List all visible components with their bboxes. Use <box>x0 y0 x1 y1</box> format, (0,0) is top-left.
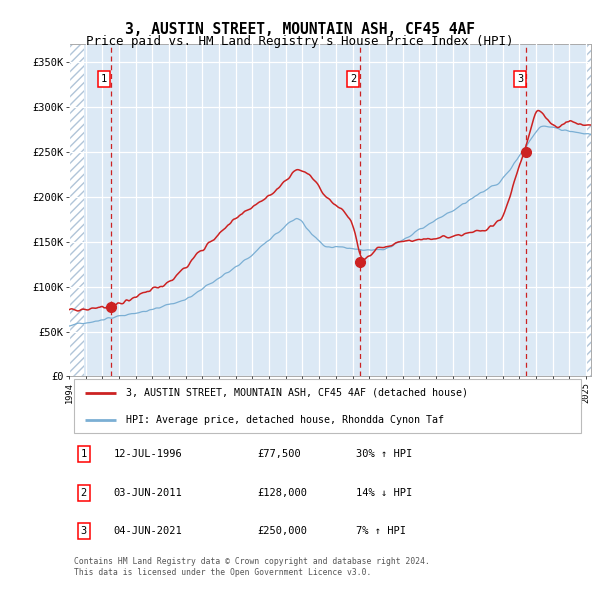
Text: HPI: Average price, detached house, Rhondda Cynon Taf: HPI: Average price, detached house, Rhon… <box>127 415 445 425</box>
Text: Price paid vs. HM Land Registry's House Price Index (HPI): Price paid vs. HM Land Registry's House … <box>86 35 514 48</box>
Text: 3: 3 <box>517 74 523 84</box>
Text: 1: 1 <box>80 450 87 460</box>
Text: 7% ↑ HPI: 7% ↑ HPI <box>356 526 406 536</box>
Text: 14% ↓ HPI: 14% ↓ HPI <box>356 488 412 498</box>
Text: 2: 2 <box>80 488 87 498</box>
Text: 3, AUSTIN STREET, MOUNTAIN ASH, CF45 4AF: 3, AUSTIN STREET, MOUNTAIN ASH, CF45 4AF <box>125 22 475 37</box>
Text: 3: 3 <box>80 526 87 536</box>
Text: 03-JUN-2011: 03-JUN-2011 <box>113 488 182 498</box>
Text: £250,000: £250,000 <box>257 526 307 536</box>
Text: £128,000: £128,000 <box>257 488 307 498</box>
Text: 3, AUSTIN STREET, MOUNTAIN ASH, CF45 4AF (detached house): 3, AUSTIN STREET, MOUNTAIN ASH, CF45 4AF… <box>127 388 469 398</box>
FancyBboxPatch shape <box>74 379 581 434</box>
Text: 12-JUL-1996: 12-JUL-1996 <box>113 450 182 460</box>
Text: 2: 2 <box>350 74 356 84</box>
Text: 1: 1 <box>101 74 107 84</box>
Text: 30% ↑ HPI: 30% ↑ HPI <box>356 450 412 460</box>
Text: 04-JUN-2021: 04-JUN-2021 <box>113 526 182 536</box>
Text: Contains HM Land Registry data © Crown copyright and database right 2024.
This d: Contains HM Land Registry data © Crown c… <box>74 558 430 577</box>
Text: £77,500: £77,500 <box>257 450 301 460</box>
